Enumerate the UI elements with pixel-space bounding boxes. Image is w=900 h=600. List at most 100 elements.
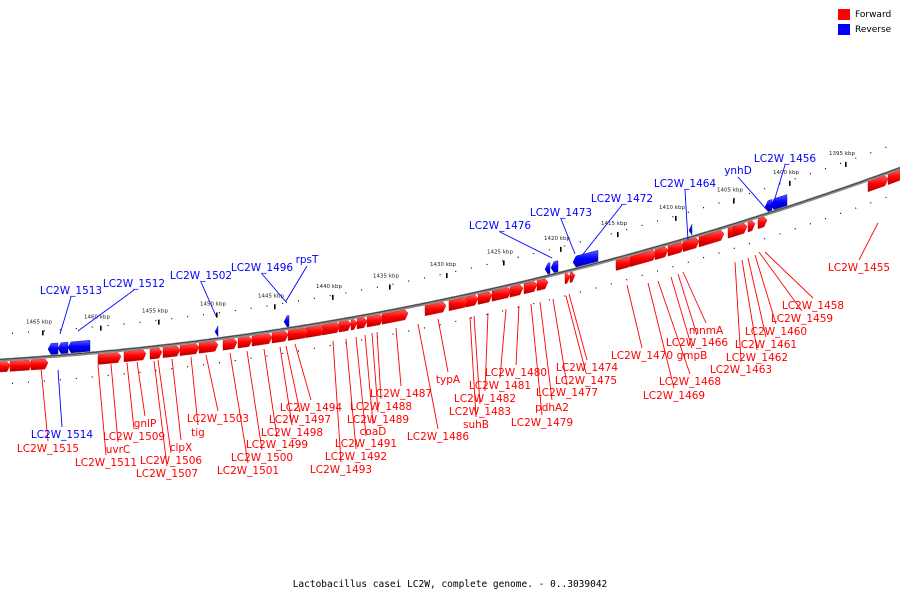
scale-tick-mark (560, 246, 562, 252)
reverse-gene-arrow (764, 199, 773, 212)
forward-gene-arrow (338, 320, 352, 333)
gene-leader-line (126, 362, 135, 430)
gene-label: uvrC (106, 444, 131, 456)
gene-label: LC2W_1496 (231, 262, 294, 274)
forward-gene-arrow (30, 358, 49, 371)
gene-label: mnmA (689, 325, 724, 337)
gene-label: LC2W_1500 (231, 452, 293, 464)
gene-label: LC2W_1488 (350, 401, 412, 413)
gene-label: LC2W_1514 (31, 429, 94, 441)
gene-leader-line (279, 346, 293, 426)
gene-label: LC2W_1458 (782, 300, 844, 312)
forward-gene-arrow (887, 170, 900, 185)
gene-label: rpsT (296, 254, 319, 266)
gene-label: typA (436, 374, 461, 386)
gene-label: LC2W_1475 (555, 375, 617, 387)
gene-leader-line (157, 359, 172, 454)
forward-gene-arrow (757, 216, 768, 230)
gene-label: LC2W_1491 (335, 438, 397, 450)
gene-label: LC2W_1456 (754, 153, 817, 165)
gene-leader-line (499, 231, 553, 259)
scale-tick-mark (675, 215, 677, 221)
scale-tick-label: 1430 kbp (430, 262, 456, 268)
gene-leader-line (332, 340, 342, 463)
legend-forward: Forward (838, 9, 891, 24)
forward-gene-arrow (536, 278, 549, 292)
scale-tick-label: 1420 kbp (544, 236, 570, 242)
legend-forward-label: Forward (855, 10, 892, 20)
gene-label: LC2W_1459 (771, 313, 833, 325)
scale-tick-label: 1435 kbp (373, 274, 399, 280)
gene-leader-line (371, 332, 379, 413)
forward-gene-arrow (424, 301, 447, 317)
gene-leader-line (110, 363, 119, 443)
gene-leader-line (670, 276, 693, 349)
gene-label: LC2W_1477 (536, 387, 598, 399)
gene-label: LC2W_1460 (745, 326, 807, 338)
forward-gene-arrow (179, 343, 200, 356)
scale-tick-label: 1460 kbp (84, 315, 110, 321)
reverse-gene-arrow (57, 341, 69, 354)
forward-gene-arrow (448, 297, 469, 312)
scale-tick-mark (158, 319, 160, 325)
legend-reverse: Reverse (838, 24, 891, 39)
gene-leader-line (190, 356, 199, 426)
reverse-gene-arrow (283, 315, 290, 328)
gene-leader-line (741, 259, 758, 351)
scale-tick-label: 1405 kbp (717, 188, 743, 194)
gene-label: LC2W_1461 (735, 339, 797, 351)
gene-leader-line (205, 354, 219, 412)
scale-tick-label: 1415 kbp (601, 221, 627, 227)
gene-label: LC2W_1464 (654, 178, 717, 190)
scale-tick-mark (332, 294, 334, 300)
forward-gene-arrow (381, 309, 409, 325)
gene-leader-line (560, 218, 576, 255)
strand-legend: Forward Reverse (838, 9, 891, 39)
gene-leader-line (747, 257, 767, 338)
forward-gene-arrow (366, 314, 384, 328)
gene-leader-line (395, 327, 402, 387)
reverse-gene-arrow (550, 260, 559, 273)
gene-leader-line (657, 280, 691, 375)
gene-leader-line (858, 222, 879, 261)
gene-label: suhB (463, 419, 489, 431)
gene-label: LC2W_1482 (454, 393, 516, 405)
gene-label: LC2W_1481 (469, 380, 531, 392)
gene-label: LC2W_1474 (556, 362, 619, 374)
forward-gene-arrow (356, 317, 368, 330)
gene-leader-line (754, 254, 777, 325)
forward-gene-arrow (149, 347, 163, 360)
gene-leader-line (484, 312, 489, 392)
gene-leader-line (626, 284, 643, 349)
gene-leader-line (515, 305, 520, 366)
forward-gene-arrow (698, 230, 725, 248)
gene-leader-line (345, 338, 357, 450)
gene-leader-line (647, 282, 675, 389)
gene-leader-line (579, 204, 623, 259)
gene-label: pdhA2 (535, 402, 569, 414)
genome-backbone-core (0, 167, 900, 360)
gene-leader-line (539, 301, 553, 401)
gene-leader-line (499, 308, 507, 379)
forward-gene-arrow (321, 322, 341, 336)
gene-label: LC2W_1480 (485, 367, 547, 379)
gene-leader-line (57, 369, 63, 428)
gene-leader-line (77, 289, 135, 332)
scale-tick-mark (733, 198, 735, 204)
scale-tick-mark (389, 284, 391, 290)
reverse-gene-arrow (544, 262, 551, 275)
gene-label: LC2W_1512 (103, 278, 165, 290)
forward-gene-arrow (867, 175, 889, 193)
gene-label: LC2W_1486 (407, 431, 470, 443)
gene-leader-line (764, 251, 814, 299)
gene-label: LC2W_1466 (666, 337, 729, 349)
forward-gene-arrow (97, 352, 122, 365)
gene-label: gmpB (677, 350, 708, 362)
reverse-gene-arrow (770, 194, 788, 210)
scale-tick-label: 1445 kbp (258, 293, 284, 299)
scale-tick-label: 1400 kbp (773, 170, 799, 176)
gene-leader-line (568, 293, 588, 361)
gene-label: LC2W_1463 (710, 364, 772, 376)
